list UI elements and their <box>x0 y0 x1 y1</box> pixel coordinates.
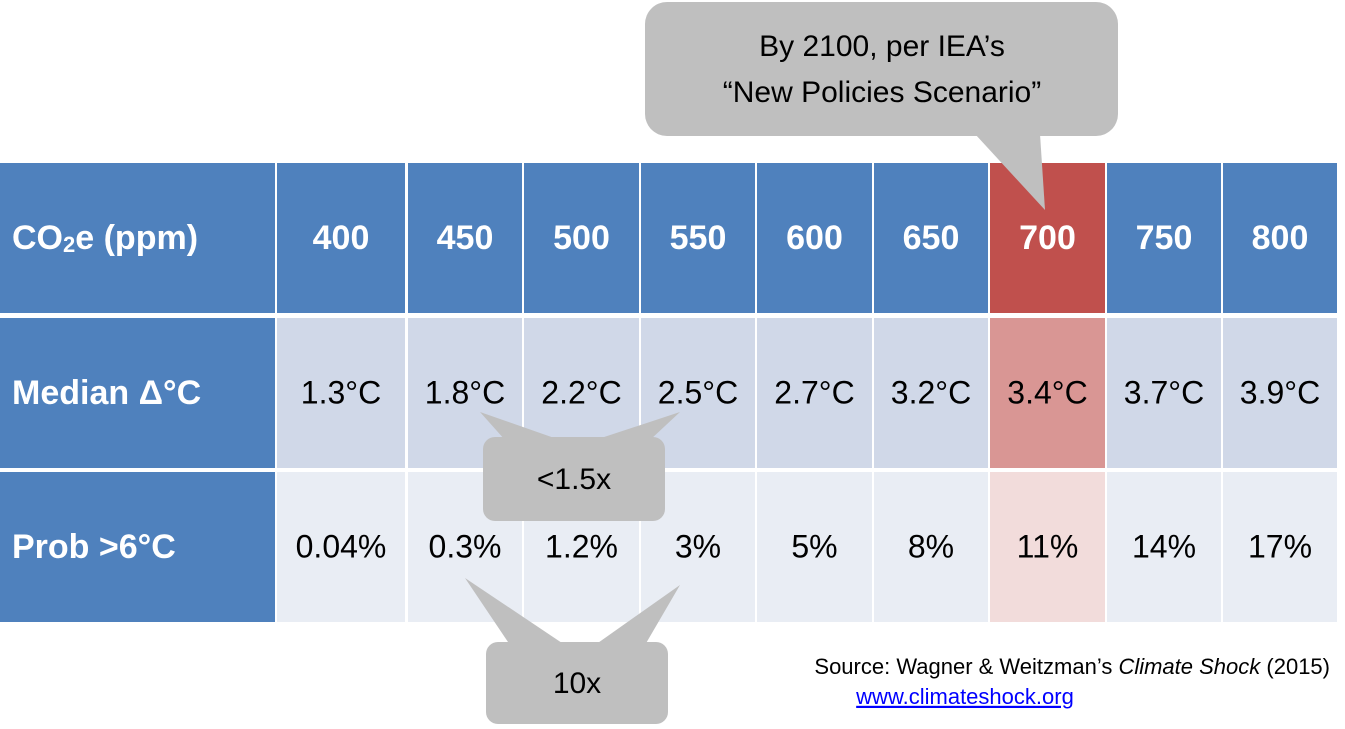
source-text: (2015) <box>1260 654 1330 679</box>
cell-value: 5% <box>791 528 837 564</box>
header-cell <box>408 163 522 313</box>
row-label: Prob >6°C <box>12 528 176 566</box>
callout-prob: 10x <box>465 578 680 724</box>
cell <box>1107 472 1221 622</box>
callout-box <box>486 642 668 724</box>
header-cell <box>990 163 1105 313</box>
header-value: 450 <box>437 219 494 257</box>
header-label: CO2e (ppm) <box>12 219 198 257</box>
header-value: 650 <box>903 219 960 257</box>
cell <box>1223 472 1337 622</box>
header-value: 600 <box>786 219 843 257</box>
cell-value: 14% <box>1132 528 1196 564</box>
cell-value: 17% <box>1248 528 1312 564</box>
header-value: 750 <box>1136 219 1193 257</box>
cell-value: 2.2°C <box>541 374 621 410</box>
callout-median: <1.5x <box>480 412 680 521</box>
header-value: 800 <box>1252 219 1309 257</box>
cell <box>990 318 1105 468</box>
header-cell <box>1223 163 1337 313</box>
callout-text: <1.5x <box>537 463 611 496</box>
source: Source: Wagner & Weitzman’s Climate Shoc… <box>814 654 1330 679</box>
cell <box>757 318 872 468</box>
callout-pointer <box>595 412 680 440</box>
header-cell <box>641 163 755 313</box>
cell-value: 3.7°C <box>1124 374 1204 410</box>
header-cell <box>524 163 639 313</box>
cell-value: 1.2% <box>545 528 618 564</box>
table: CO2e (ppm) 400 450 500 550 600 650 700 750 800 Med… <box>0 163 1337 622</box>
header-cell <box>0 163 275 313</box>
cell <box>757 472 872 622</box>
cell-value: 1.3°C <box>301 374 381 410</box>
cell <box>874 318 988 468</box>
callout-box <box>483 437 665 521</box>
callout-pointer <box>465 578 565 645</box>
callout-scenario: By 2100, per IEA’s “New Policies Scenari… <box>645 2 1118 210</box>
row-label-cell <box>0 472 275 622</box>
source-text: Source: Wagner & Weitzman’s <box>814 654 1118 679</box>
cell-value: 11% <box>1017 528 1079 564</box>
source-book: Climate Shock <box>1118 654 1261 679</box>
cell <box>1223 318 1337 468</box>
cell-value: 0.3% <box>429 528 502 564</box>
row-label-cell <box>0 318 275 468</box>
cell <box>1107 318 1221 468</box>
header-cell <box>757 163 872 313</box>
cell-value: 2.5°C <box>658 374 738 410</box>
header-cell <box>1107 163 1221 313</box>
header-label-part: 2 <box>63 232 75 257</box>
callout-pointer <box>595 585 680 645</box>
cell-value: 3.9°C <box>1240 374 1320 410</box>
cell-value: 3% <box>675 528 721 564</box>
cell-value: 8% <box>908 528 954 564</box>
header-value: 400 <box>313 219 370 257</box>
cell <box>277 472 405 622</box>
header-label-part: e (ppm) <box>75 219 198 257</box>
callout-text: “New Policies Scenario” <box>723 76 1041 109</box>
row-label: Median Δ°C <box>12 374 201 412</box>
header-label-part: CO <box>12 219 63 257</box>
cell <box>277 318 405 468</box>
header-cell <box>277 163 405 313</box>
callout-text: By 2100, per IEA’s <box>759 30 1005 63</box>
callout-pointer <box>480 412 560 440</box>
cell-value: 2.7°C <box>774 374 854 410</box>
header-value: 500 <box>553 219 610 257</box>
callout-box <box>645 2 1118 136</box>
source-link[interactable]: www.climateshock.org <box>855 684 1074 709</box>
callout-pointer <box>975 134 1045 210</box>
callout-text: 10x <box>553 667 601 700</box>
cell-value: 0.04% <box>296 528 387 564</box>
cell-value: 3.4°C <box>1007 374 1087 410</box>
cell <box>990 472 1105 622</box>
header-value: 700 <box>1019 219 1076 257</box>
header-cell <box>874 163 988 313</box>
cell <box>874 472 988 622</box>
cell-value: 3.2°C <box>891 374 971 410</box>
cell-value: 1.8°C <box>425 374 505 410</box>
header-value: 550 <box>670 219 727 257</box>
